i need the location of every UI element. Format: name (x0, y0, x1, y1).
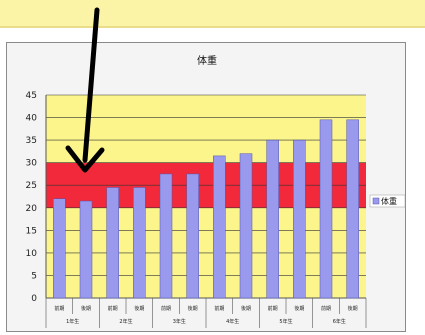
bar (79, 200, 93, 299)
x-group-label: 1年生 (66, 318, 79, 325)
x-tick-label: 後期 (134, 305, 144, 312)
x-tick-label: 前期 (108, 305, 118, 312)
x-tick-label: 前期 (321, 305, 331, 312)
x-tick-label: 前期 (214, 305, 224, 312)
bar (346, 119, 359, 299)
bar (239, 153, 253, 299)
bar (293, 139, 306, 299)
x-group-label: 6年生 (333, 318, 346, 325)
chart-svg: 体重 0 5 10 15 20 25 30 35 40 45 前期 後期 前期 後期 前期 後期 前期 後期 前期 後期… (26, 54, 406, 328)
bar (319, 119, 333, 299)
y-tick-label: 25 (26, 181, 37, 191)
legend-label: 体重 (381, 196, 397, 206)
y-tick-label: 0 (31, 294, 37, 304)
x-tick-label: 後期 (294, 305, 304, 312)
bar (159, 173, 173, 299)
bar (133, 187, 146, 299)
top-band-edge (0, 26, 425, 28)
y-tick-label: 45 (26, 91, 37, 101)
x-tick-label: 後期 (241, 305, 251, 312)
x-tick-label: 後期 (348, 305, 358, 312)
x-group-label: 4年生 (226, 318, 239, 325)
legend-swatch (372, 197, 380, 205)
bar (186, 173, 199, 299)
background-band (46, 95, 366, 163)
y-tick-label: 5 (31, 271, 37, 281)
top-highlight-band (0, 0, 425, 26)
x-tick-label: 後期 (188, 305, 198, 312)
y-tick-label: 10 (26, 249, 38, 259)
chart-frame: 体重 0 5 10 15 20 25 30 35 40 45 前期 後期 前期 後期 前期 後期 前期 後期 前期 後期… (6, 42, 406, 332)
x-tick-label: 前期 (161, 305, 171, 312)
y-tick-label: 15 (26, 226, 37, 236)
chart-title: 体重 (197, 54, 217, 67)
bar (106, 187, 119, 299)
y-tick-label: 20 (26, 204, 38, 214)
bar (53, 198, 66, 299)
x-tick-label: 前期 (54, 305, 64, 312)
x-group-label: 3年生 (173, 318, 186, 325)
y-tick-label: 40 (26, 114, 38, 124)
x-tick-label: 後期 (81, 305, 91, 312)
x-group-label: 5年生 (279, 318, 292, 325)
x-tick-label: 前期 (268, 305, 278, 312)
x-group-label: 2年生 (119, 318, 132, 325)
bar (266, 139, 279, 299)
y-tick-label: 35 (26, 136, 37, 146)
bar (213, 155, 226, 299)
y-tick-label: 30 (26, 159, 38, 169)
